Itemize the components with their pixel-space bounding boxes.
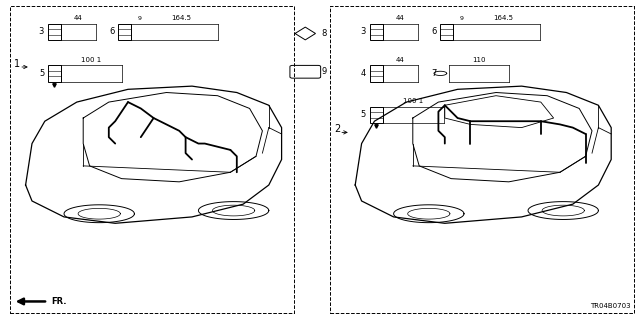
Text: 164.5: 164.5: [493, 15, 513, 21]
Bar: [10, 6, 294, 313]
Bar: [48, 65, 61, 82]
Text: 3: 3: [361, 27, 366, 36]
Text: 110: 110: [472, 57, 486, 63]
Text: 6: 6: [431, 27, 436, 36]
Bar: [440, 24, 453, 40]
Bar: [330, 6, 634, 313]
Text: 44: 44: [396, 15, 404, 21]
Text: 5: 5: [361, 110, 366, 119]
Text: 8: 8: [321, 29, 326, 38]
Text: 100 1: 100 1: [81, 57, 101, 63]
Text: 9: 9: [321, 67, 326, 76]
Text: TR04B0703: TR04B0703: [590, 303, 630, 309]
Bar: [370, 107, 383, 123]
Bar: [370, 65, 383, 82]
Text: 4: 4: [361, 69, 366, 78]
Text: 2: 2: [334, 124, 340, 134]
Text: 1: 1: [14, 59, 20, 69]
Bar: [370, 24, 383, 40]
Text: FR.: FR.: [51, 297, 67, 306]
Text: 44: 44: [396, 57, 404, 63]
Text: 9: 9: [460, 16, 463, 21]
Text: 7: 7: [431, 69, 436, 78]
Text: 3: 3: [39, 27, 44, 36]
Text: 5: 5: [39, 69, 44, 78]
Text: 9: 9: [138, 16, 141, 21]
Text: 44: 44: [74, 15, 83, 21]
Text: 164.5: 164.5: [171, 15, 191, 21]
Text: 6: 6: [109, 27, 115, 36]
Bar: [118, 24, 131, 40]
Bar: [48, 24, 61, 40]
Text: 100 1: 100 1: [403, 98, 423, 104]
